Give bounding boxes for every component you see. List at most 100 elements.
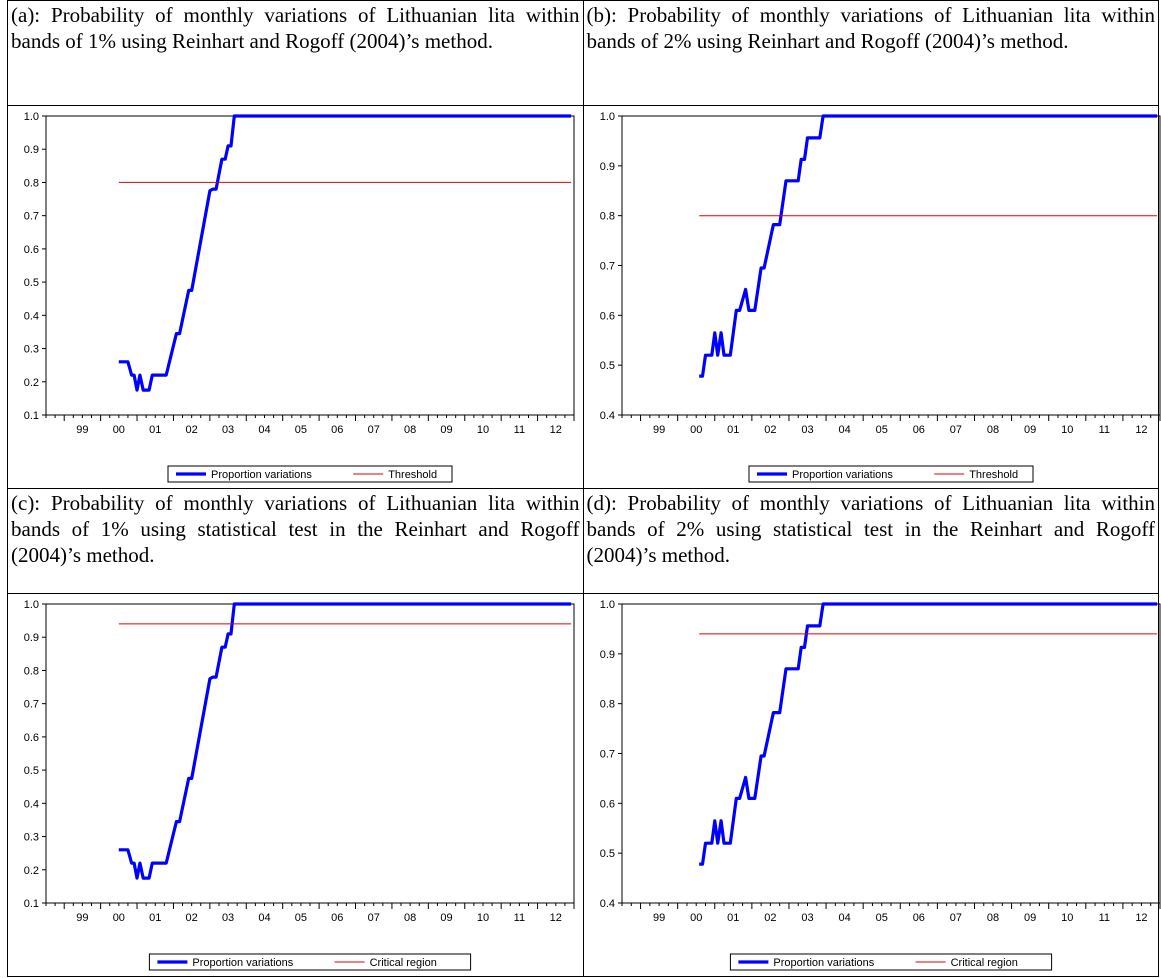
x-tick-label: 99 <box>652 912 664 924</box>
x-tick-label: 99 <box>76 424 88 436</box>
y-tick-label: 1.0 <box>24 599 39 611</box>
x-tick-label: 03 <box>222 912 234 924</box>
chart-cell-d: 0.4 0.5 0.6 0.7 0.8 0.9 1.0 99 00 01 02 03 04 05 06 07 0… <box>582 593 1160 977</box>
x-tick-label: 08 <box>986 424 998 436</box>
chart-b: 0.4 0.5 0.6 0.7 0.8 0.9 1.0 99 00 01 02 03 04 05 06 07 0… <box>599 111 1160 483</box>
x-tick-label: 02 <box>764 424 776 436</box>
y-tick-label: 0.8 <box>599 211 614 223</box>
legend: Proportion variations Critical region <box>729 953 1052 971</box>
x-tick-label: 11 <box>1098 424 1109 436</box>
x-tick-label: 09 <box>1024 424 1036 436</box>
x-tick-label: 04 <box>258 912 270 924</box>
y-tick-label: 0.5 <box>599 848 614 860</box>
x-tick-label: 01 <box>149 424 161 436</box>
series-line-proportion-variations <box>118 114 572 392</box>
y-tick-label: 0.9 <box>24 144 39 156</box>
x-tick-label: 05 <box>295 912 307 924</box>
y-tick-label: 1.0 <box>599 599 614 611</box>
series-line-proportion-variations <box>118 602 572 880</box>
y-tick-label: 0.7 <box>24 699 39 711</box>
x-tick-label: 00 <box>690 424 702 436</box>
y-tick-label: 0.6 <box>599 798 614 810</box>
x-tick-label: 01 <box>149 912 161 924</box>
y-tick-label: 0.1 <box>24 898 39 910</box>
y-tick-label: 0.2 <box>24 377 39 389</box>
y-tick-label: 0.1 <box>24 410 39 422</box>
x-tick-label: 10 <box>1061 912 1073 924</box>
y-tick-label: 0.6 <box>24 244 39 256</box>
chart-cell-a: 0.1 0.2 0.3 0.4 0.5 0.6 0.7 0.8 0.9 1.0 99 00 01 02 03… <box>7 105 584 489</box>
y-tick-label: 0.4 <box>599 898 614 910</box>
y-tick-label: 0.8 <box>24 177 39 189</box>
y-tick-label: 0.4 <box>599 410 614 422</box>
y-tick-label: 0.9 <box>24 632 39 644</box>
x-tick-label: 06 <box>331 424 343 436</box>
x-tick-label: 07 <box>368 912 380 924</box>
x-tick-label: 10 <box>477 424 489 436</box>
x-tick-label: 12 <box>550 424 562 436</box>
y-tick-label: 0.7 <box>599 261 614 273</box>
x-tick-label: 09 <box>440 912 452 924</box>
y-tick-label: 0.4 <box>24 798 39 810</box>
x-tick-label: 09 <box>1024 912 1036 924</box>
y-tick-label: 0.2 <box>24 865 39 877</box>
x-tick-label: 08 <box>986 912 998 924</box>
x-tick-label: 00 <box>690 912 702 924</box>
x-tick-label: 08 <box>404 912 416 924</box>
series-line-proportion-variations <box>698 114 1157 378</box>
x-tick-label: 10 <box>1061 424 1073 436</box>
x-tick-label: 05 <box>875 424 887 436</box>
x-tick-label: 03 <box>222 424 234 436</box>
legend-box <box>148 953 472 971</box>
plot-frame <box>45 603 575 904</box>
plot-frame <box>45 115 575 416</box>
y-tick-label: 0.4 <box>24 310 39 322</box>
y-tick-label: 1.0 <box>599 111 614 123</box>
x-tick-label: 11 <box>514 912 525 924</box>
x-tick-label: 07 <box>949 424 961 436</box>
x-tick-label: 06 <box>912 912 924 924</box>
x-tick-label: 01 <box>727 424 739 436</box>
caption-b: (b): Probability of monthly variations o… <box>586 3 1156 53</box>
chart-c: 0.1 0.2 0.3 0.4 0.5 0.6 0.7 0.8 0.9 1.0 99 00 01 02 03… <box>24 599 575 971</box>
legend-label-reference: Critical region <box>950 957 1017 969</box>
y-tick-label: 0.5 <box>24 765 39 777</box>
x-tick-label: 12 <box>1135 424 1147 436</box>
x-tick-label: 05 <box>295 424 307 436</box>
legend: Proportion variations Threshold <box>167 465 453 483</box>
legend-box <box>748 465 1033 483</box>
x-tick-label: 11 <box>514 424 525 436</box>
x-tick-label: 02 <box>186 424 198 436</box>
y-tick-label: 0.8 <box>24 665 39 677</box>
x-tick-label: 06 <box>912 424 924 436</box>
y-tick-label: 0.9 <box>599 161 614 173</box>
y-tick-label: 0.6 <box>24 732 39 744</box>
x-tick-label: 02 <box>764 912 776 924</box>
x-tick-label: 04 <box>258 424 270 436</box>
legend-label-reference: Critical region <box>370 957 437 969</box>
x-tick-label: 99 <box>652 424 664 436</box>
caption-cell-d: (d): Probability of monthly variations o… <box>582 488 1159 594</box>
x-tick-label: 00 <box>113 424 125 436</box>
caption-a: (a): Probability of monthly variations o… <box>11 3 580 53</box>
caption-cell-b: (b): Probability of monthly variations o… <box>582 0 1159 106</box>
caption-c: (c): Probability of monthly variations o… <box>11 491 580 567</box>
x-tick-label: 01 <box>727 912 739 924</box>
chart-a: 0.1 0.2 0.3 0.4 0.5 0.6 0.7 0.8 0.9 1.0 99 00 01 02 03… <box>24 111 575 483</box>
x-tick-label: 00 <box>113 912 125 924</box>
chart-cell-b: 0.4 0.5 0.6 0.7 0.8 0.9 1.0 99 00 01 02 03 04 05 06 07 0… <box>582 105 1160 489</box>
x-tick-label: 99 <box>76 912 88 924</box>
y-tick-label: 0.7 <box>24 211 39 223</box>
y-tick-label: 0.5 <box>24 277 39 289</box>
series-line-proportion-variations <box>698 602 1157 866</box>
legend-box <box>729 953 1052 971</box>
legend-label-reference: Threshold <box>969 469 1018 481</box>
y-tick-label: 0.3 <box>24 832 39 844</box>
legend-label-proportion-variations: Proportion variations <box>773 957 874 969</box>
caption-d: (d): Probability of monthly variations o… <box>586 491 1156 567</box>
x-tick-label: 04 <box>838 424 850 436</box>
legend: Proportion variations Critical region <box>148 953 472 971</box>
figure-grid: (a): Probability of monthly variations o… <box>7 0 1160 977</box>
caption-cell-c: (c): Probability of monthly variations o… <box>7 488 584 594</box>
x-tick-label: 07 <box>949 912 961 924</box>
